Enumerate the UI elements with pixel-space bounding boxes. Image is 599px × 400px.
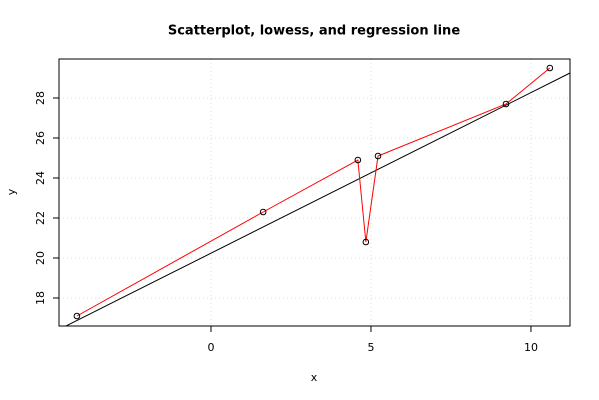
y-tick-label: 22 — [34, 211, 47, 225]
plot-frame — [58, 58, 571, 327]
point — [259, 208, 267, 216]
point — [362, 238, 370, 246]
point — [73, 312, 81, 320]
point — [502, 100, 510, 108]
x-tick-label: 5 — [367, 341, 374, 354]
y-tick-label: 24 — [34, 171, 47, 185]
regression-line — [64, 72, 570, 326]
y-tick-label: 28 — [34, 91, 47, 105]
point — [546, 64, 554, 72]
y-tick-label: 26 — [34, 131, 47, 145]
lowess-line — [76, 67, 551, 317]
chart-title: Scatterplot, lowess, and regression line — [168, 24, 460, 39]
x-axis-title: x — [311, 371, 318, 384]
y-axis-title: y — [5, 188, 18, 195]
point — [354, 156, 362, 164]
x-tick-label: 10 — [524, 341, 538, 354]
y-tick-label: 20 — [34, 251, 47, 265]
y-tick-label: 18 — [34, 291, 47, 305]
x-tick-label: 0 — [207, 341, 214, 354]
point — [374, 152, 382, 160]
